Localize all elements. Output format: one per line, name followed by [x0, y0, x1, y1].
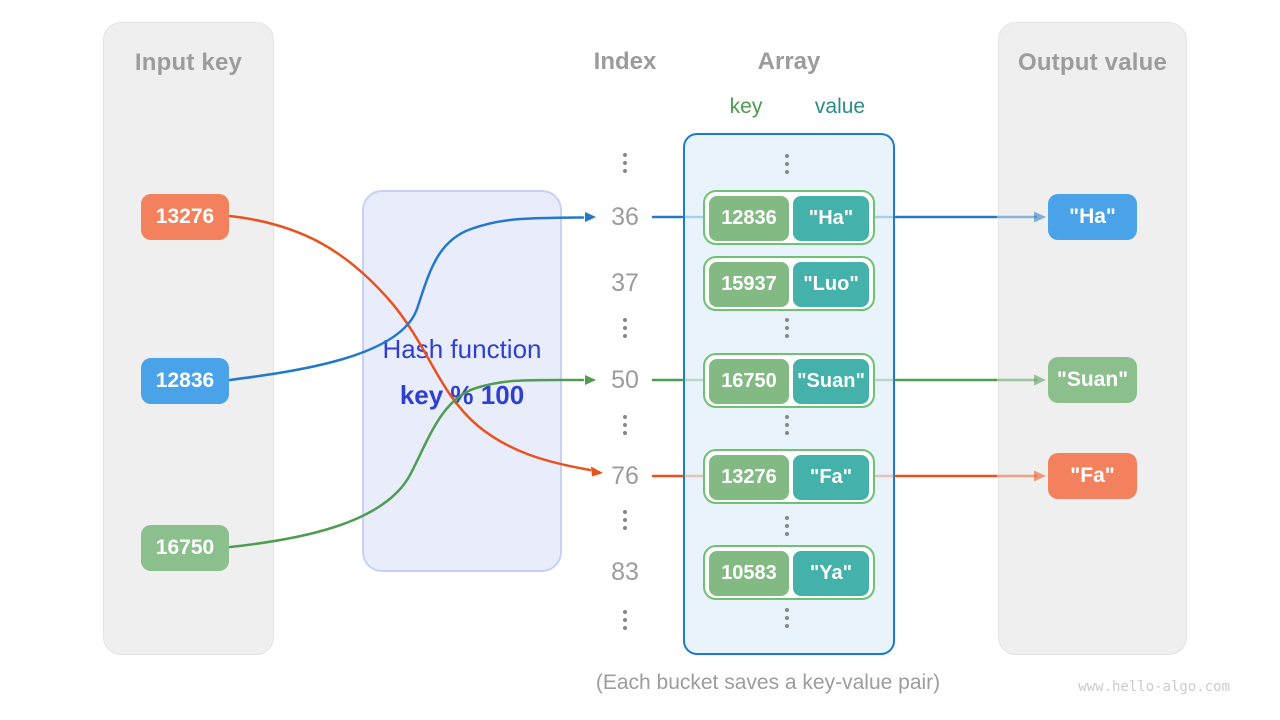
output-value-panel: Output value	[998, 22, 1187, 655]
index-37: 37	[611, 269, 639, 297]
output-value-fa: "Fa"	[1048, 453, 1137, 499]
bucket-key: 12836	[709, 196, 789, 241]
vertical-ellipsis	[623, 415, 627, 435]
index-50: 50	[611, 366, 639, 394]
output-value-suan: "Suan"	[1048, 357, 1137, 403]
watermark: www.hello-algo.com	[1078, 679, 1230, 695]
array-vertical-ellipsis	[785, 318, 789, 338]
input-key-label: 13276	[155, 205, 215, 228]
input-key-label: 16750	[155, 536, 215, 559]
vertical-ellipsis	[623, 318, 627, 338]
hash-function-box: Hash function key % 100	[362, 190, 562, 572]
bucket-value: "Ha"	[793, 196, 869, 241]
bucket-value: "Luo"	[793, 262, 869, 307]
output-value-ha: "Ha"	[1048, 194, 1137, 240]
bucket-value: "Fa"	[793, 455, 869, 500]
value-header: value	[814, 95, 866, 118]
diagram-caption: (Each bucket saves a key-value pair)	[595, 671, 941, 694]
vertical-ellipsis	[623, 610, 627, 630]
output-panel-title: Output value	[1017, 49, 1168, 76]
bucket-index-37: 15937 "Luo"	[703, 256, 875, 311]
input-panel-title: Input key	[134, 49, 243, 76]
hash-function-title: Hash function	[382, 334, 542, 364]
bucket-key: 13276	[709, 455, 789, 500]
index-36: 36	[611, 203, 639, 231]
bucket-value: "Suan"	[793, 359, 869, 404]
bucket-index-50: 16750 "Suan"	[703, 353, 875, 408]
vertical-ellipsis	[623, 153, 627, 173]
output-value-label: "Ha"	[1069, 205, 1116, 228]
input-key-16750: 16750	[141, 525, 229, 571]
array-vertical-ellipsis	[785, 154, 789, 174]
array-vertical-ellipsis	[785, 516, 789, 536]
bucket-key: 16750	[709, 359, 789, 404]
input-key-label: 12836	[155, 369, 215, 392]
index-76: 76	[611, 462, 639, 490]
bucket-index-36: 12836 "Ha"	[703, 190, 875, 245]
output-value-label: "Fa"	[1070, 464, 1115, 487]
bucket-key: 15937	[709, 262, 789, 307]
input-key-12836: 12836	[141, 358, 229, 404]
array-vertical-ellipsis	[785, 608, 789, 628]
bucket-key: 10583	[709, 551, 789, 596]
vertical-ellipsis	[623, 510, 627, 530]
key-header: key	[729, 95, 763, 118]
input-key-13276: 13276	[141, 194, 229, 240]
array-column-title: Array	[757, 48, 821, 75]
hash-function-formula: key % 100	[399, 380, 525, 410]
bucket-index-76: 13276 "Fa"	[703, 449, 875, 504]
bucket-index-83: 10583 "Ya"	[703, 545, 875, 600]
index-83: 83	[611, 558, 639, 586]
index-column-title: Index	[593, 48, 657, 75]
output-value-label: "Suan"	[1056, 368, 1129, 391]
array-vertical-ellipsis	[785, 415, 789, 435]
bucket-value: "Ya"	[793, 551, 869, 596]
